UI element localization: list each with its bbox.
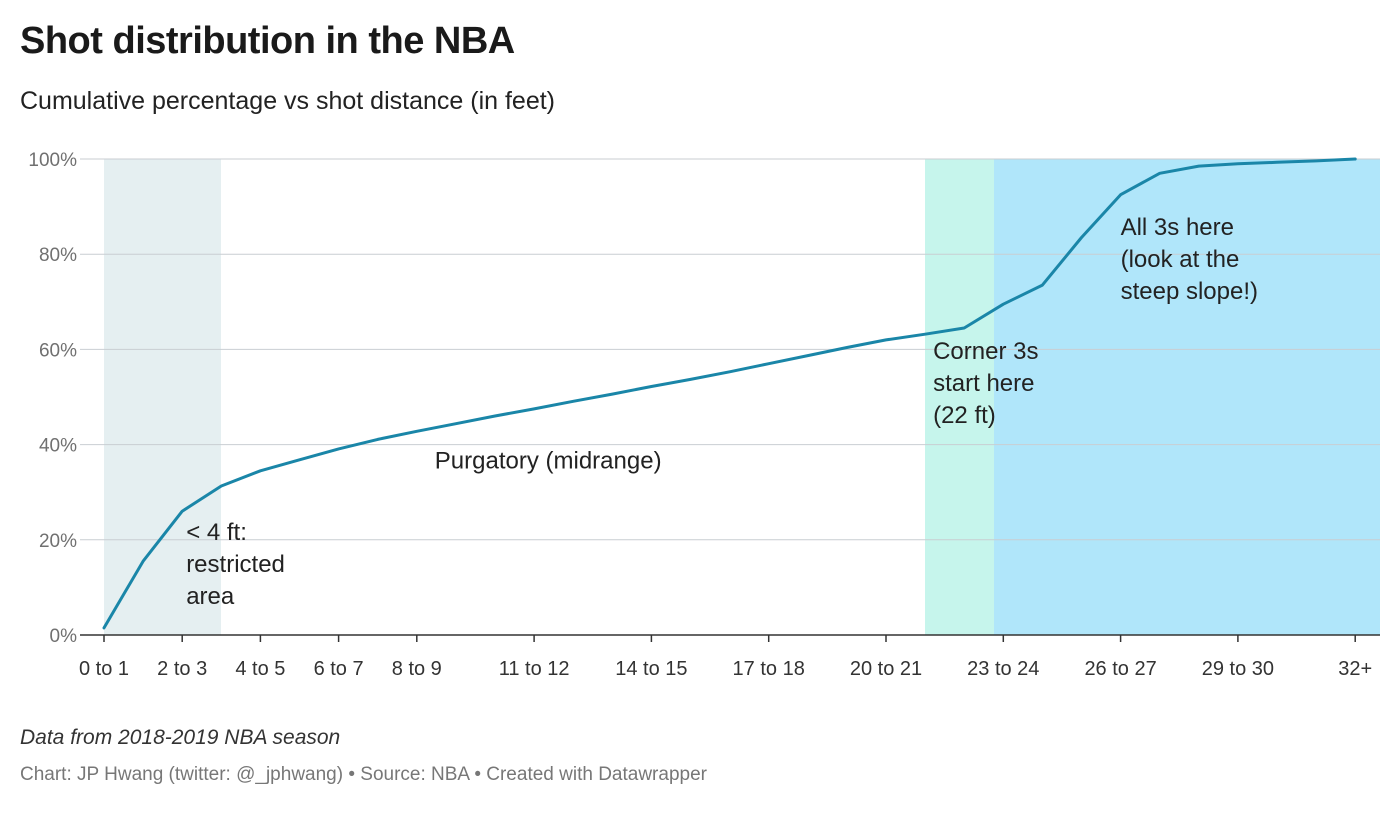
annotation: Purgatory (midrange) bbox=[435, 447, 662, 474]
y-axis-ticks: 0% 20% 40% 60% 80% 100% bbox=[28, 150, 77, 647]
x-axis-ticks: 0 to 1 2 to 3 4 to 5 6 to 7 8 to 9 11 to 12 14… bbox=[79, 635, 1372, 680]
y-tick-label: 40% bbox=[39, 436, 77, 457]
x-tick-label: 32+ bbox=[1338, 658, 1372, 680]
x-tick-label: 6 to 7 bbox=[314, 658, 364, 680]
annotation-line: steep slope!) bbox=[1121, 278, 1258, 305]
x-tick-label: 20 to 21 bbox=[850, 658, 922, 680]
y-tick-label: 100% bbox=[28, 150, 77, 171]
y-tick-label: 80% bbox=[39, 245, 77, 266]
annotation-line: (22 ft) bbox=[933, 402, 996, 429]
shaded-regions bbox=[104, 159, 1380, 635]
annotations: < 4 ft: restricted area Purgatory (midrange… bbox=[186, 214, 1258, 610]
annotation: All 3s here (look at the steep slope!) bbox=[1121, 214, 1258, 305]
shaded-region-2 bbox=[925, 159, 994, 635]
x-tick-label: 23 to 24 bbox=[967, 658, 1039, 680]
shaded-region-1 bbox=[104, 159, 221, 635]
chart-credit: Chart: JP Hwang (twitter: @_jphwang) • S… bbox=[20, 764, 707, 785]
x-tick-label: 17 to 18 bbox=[733, 658, 805, 680]
x-tick-label: 14 to 15 bbox=[615, 658, 687, 680]
x-tick-label: 4 to 5 bbox=[235, 658, 285, 680]
annotation-line: < 4 ft: bbox=[186, 519, 247, 546]
annotation-line: Corner 3s bbox=[933, 338, 1038, 365]
x-tick-label: 29 to 30 bbox=[1202, 658, 1274, 680]
x-tick-label: 11 to 12 bbox=[499, 658, 570, 680]
shaded-region-3 bbox=[994, 159, 1380, 635]
x-tick-label: 0 to 1 bbox=[79, 658, 129, 680]
y-tick-label: 20% bbox=[39, 531, 77, 552]
annotation-line: (look at the bbox=[1121, 246, 1240, 273]
annotation: Corner 3s start here (22 ft) bbox=[933, 338, 1038, 429]
chart-title: Shot distribution in the NBA bbox=[20, 20, 515, 62]
y-tick-label: 0% bbox=[50, 626, 78, 647]
data-note: Data from 2018-2019 NBA season bbox=[20, 726, 341, 749]
annotation: < 4 ft: restricted area bbox=[186, 519, 285, 610]
x-tick-label: 2 to 3 bbox=[157, 658, 207, 680]
annotation-line: area bbox=[186, 583, 235, 610]
y-tick-label: 60% bbox=[39, 340, 77, 361]
y-gridlines bbox=[80, 158, 1380, 541]
series-line bbox=[102, 157, 1357, 630]
x-tick-label: 8 to 9 bbox=[392, 658, 442, 680]
chart-subtitle: Cumulative percentage vs shot distance (… bbox=[20, 87, 555, 115]
annotation-line: Purgatory (midrange) bbox=[435, 447, 662, 474]
annotation-line: All 3s here bbox=[1121, 214, 1234, 241]
annotation-line: restricted bbox=[186, 551, 285, 578]
annotation-line: start here bbox=[933, 370, 1034, 397]
x-tick-label: 26 to 27 bbox=[1084, 658, 1156, 680]
